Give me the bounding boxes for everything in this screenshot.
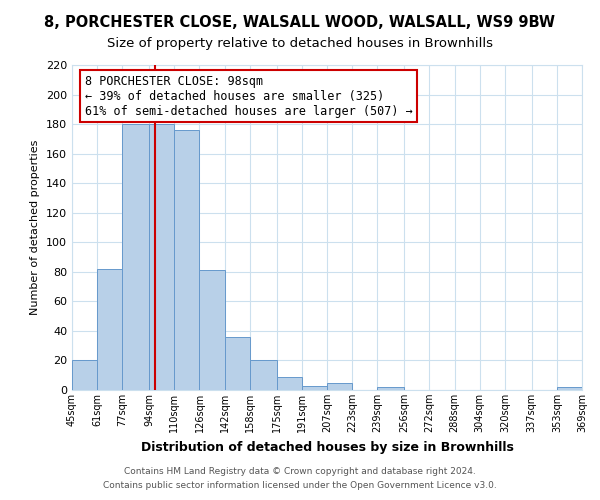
- Text: 8, PORCHESTER CLOSE, WALSALL WOOD, WALSALL, WS9 9BW: 8, PORCHESTER CLOSE, WALSALL WOOD, WALSA…: [44, 15, 556, 30]
- Bar: [224, 337, 250, 390]
- Bar: [175, 130, 199, 390]
- Bar: [97, 269, 122, 390]
- Text: 8 PORCHESTER CLOSE: 98sqm
← 39% of detached houses are smaller (325)
61% of semi: 8 PORCHESTER CLOSE: 98sqm ← 39% of detac…: [85, 74, 413, 118]
- Bar: [72, 360, 97, 390]
- Bar: [377, 387, 404, 390]
- Bar: [327, 382, 352, 390]
- Bar: [302, 386, 327, 390]
- Bar: [122, 124, 149, 390]
- X-axis label: Distribution of detached houses by size in Brownhills: Distribution of detached houses by size …: [140, 440, 514, 454]
- Bar: [250, 360, 277, 390]
- Text: Size of property relative to detached houses in Brownhills: Size of property relative to detached ho…: [107, 38, 493, 51]
- Text: Contains public sector information licensed under the Open Government Licence v3: Contains public sector information licen…: [103, 481, 497, 490]
- Bar: [557, 387, 582, 390]
- Y-axis label: Number of detached properties: Number of detached properties: [31, 140, 40, 315]
- Bar: [149, 124, 175, 390]
- Bar: [199, 270, 224, 390]
- Bar: [277, 376, 302, 390]
- Text: Contains HM Land Registry data © Crown copyright and database right 2024.: Contains HM Land Registry data © Crown c…: [124, 467, 476, 476]
